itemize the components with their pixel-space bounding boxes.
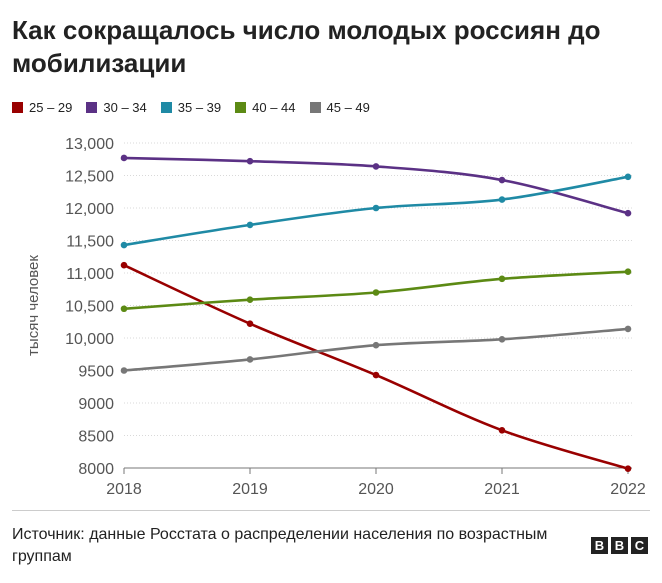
legend-item: 25 – 29 (12, 100, 72, 115)
x-tick-label: 2018 (106, 481, 142, 498)
legend-label: 25 – 29 (29, 99, 73, 115)
y-tick-label: 8500 (78, 429, 114, 446)
y-tick-label: 12,500 (65, 169, 114, 186)
legend-item: 35 – 39 (160, 99, 222, 115)
footer-divider (12, 510, 650, 511)
legend-swatch (12, 101, 23, 113)
y-tick-label: 13,000 (65, 136, 114, 153)
legend: 25 – 29 30 – 34 35 – 39 40 – 44 45 – 49 (12, 99, 384, 115)
y-tick-label: 8000 (78, 461, 114, 478)
bbc-logo: B B C (588, 537, 648, 554)
legend-swatch (160, 101, 172, 113)
data-point (246, 320, 254, 327)
x-tick-label: 2021 (484, 481, 520, 498)
y-tick-label: 10,500 (65, 299, 114, 316)
data-point (624, 173, 632, 181)
data-point (624, 209, 632, 217)
data-point (372, 163, 380, 170)
data-point (372, 371, 380, 379)
logo-letter: C (631, 537, 648, 554)
legend-label: 30 – 34 (103, 99, 147, 115)
data-point (246, 356, 254, 363)
legend-item: 30 – 34 (86, 99, 147, 115)
x-tick-label: 2020 (358, 481, 394, 498)
legend-swatch (235, 101, 247, 113)
x-tick-label: 2019 (232, 481, 268, 498)
y-tick-label: 9500 (78, 364, 114, 381)
line-chart: 8000 8500 9000 9500 10,000 10,500 11,000 11,500… (25, 136, 646, 498)
data-point (498, 176, 506, 184)
data-point (120, 261, 128, 269)
logo-letter: B (591, 537, 608, 554)
legend-label: 40 – 44 (252, 99, 296, 115)
data-point (624, 465, 632, 472)
y-tick-label: 12,000 (65, 201, 114, 218)
y-tick-label: 11,500 (66, 234, 114, 251)
x-tick-label: 2022 (610, 481, 646, 498)
data-point (372, 204, 380, 212)
data-point (372, 289, 380, 296)
y-tick-label: 9000 (78, 396, 114, 413)
data-point (120, 305, 128, 313)
data-point (246, 221, 254, 229)
legend-label: 35 – 39 (177, 99, 222, 115)
data-point (498, 275, 506, 283)
legend-item: 45 – 49 (309, 99, 370, 115)
source-note: Источник: данные Росстата о распределени… (12, 526, 548, 565)
legend-label: 45 – 49 (326, 99, 370, 115)
logo-letter: B (611, 537, 628, 554)
data-point (498, 427, 506, 434)
data-point (372, 341, 380, 349)
data-point (624, 268, 632, 275)
legend-swatch (309, 101, 321, 113)
data-point (498, 336, 506, 343)
legend-swatch (86, 101, 98, 113)
series-line (123, 327, 629, 372)
y-axis-label: тысяч человек (25, 255, 42, 356)
data-point (120, 367, 128, 374)
data-point (120, 154, 128, 162)
data-point (246, 296, 254, 303)
data-point (624, 325, 632, 333)
data-point (498, 196, 506, 203)
y-tick-label: 10,000 (65, 331, 114, 348)
data-point (246, 157, 254, 165)
chart-title: Как сокращалось число молодых россиян до… (12, 15, 601, 78)
data-point (120, 241, 128, 249)
legend-item: 40 – 44 (235, 99, 296, 115)
y-tick-label: 11,000 (66, 266, 114, 283)
